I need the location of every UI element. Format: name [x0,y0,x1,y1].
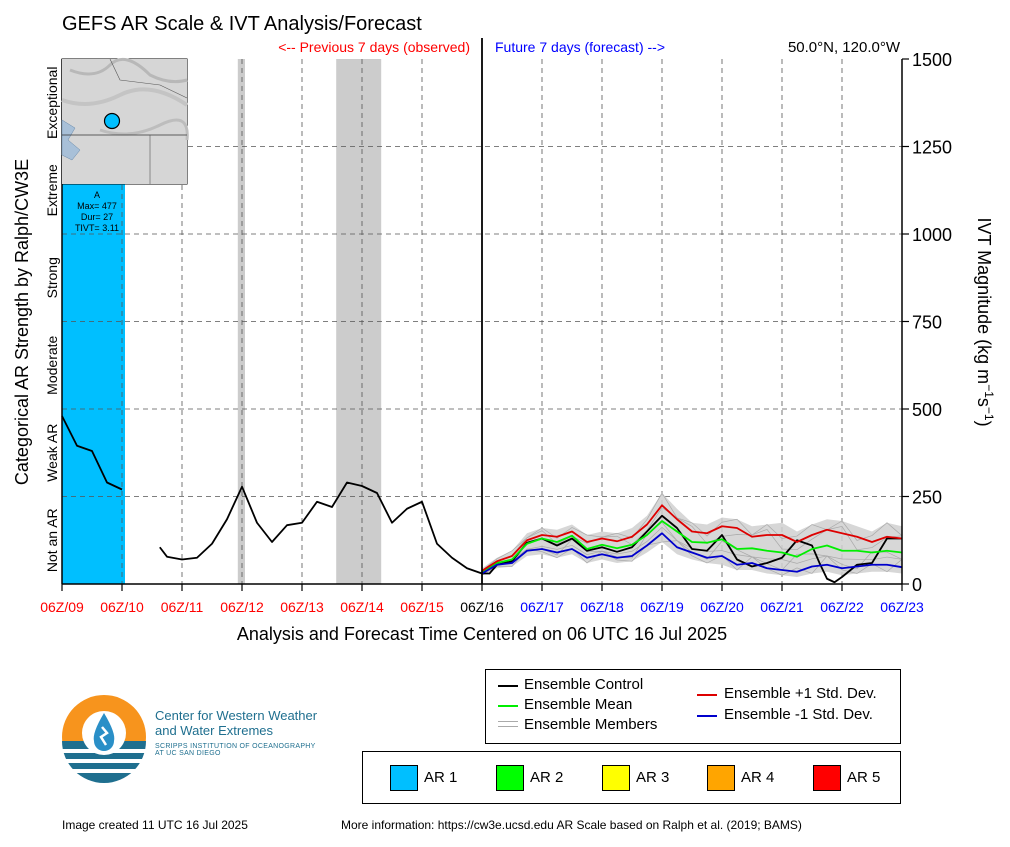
ar1-label: AR 1 [424,769,458,786]
x-tick-label-3: 06Z/12 [220,599,264,615]
cw3e-logo [62,695,146,783]
category-label-3: Strong [44,257,60,298]
x-tick-label-14: 06Z/23 [880,599,924,615]
legend-minus-sd-line [697,715,717,717]
logo-line-3: SCRIPPS INSTITUTION OF OCEANOGRAPHY [155,743,316,750]
x-tick-label-5: 06Z/14 [340,599,384,615]
category-label-4: Extreme [44,164,60,216]
series-layer [61,415,903,584]
x-tick-label-8: 06Z/17 [520,599,564,615]
logo-line-4: AT UC SAN DIEGO [155,750,221,757]
x-tick-label-10: 06Z/19 [640,599,684,615]
ar3-swatch [602,765,630,791]
x-axis-label: Analysis and Forecast Time Centered on 0… [237,624,727,644]
ivt-chart: GEFS AR Scale & IVT Analysis/Forecast <-… [12,13,996,644]
x-tick-label-13: 06Z/22 [820,599,864,615]
shaded-period-0 [237,59,245,584]
category-label-5: Exceptional [44,67,60,139]
x-tick-label-12: 06Z/21 [760,599,804,615]
y-tick-label-1500: 1500 [912,50,952,70]
ar1-swatch [390,765,418,791]
water-drop-icon [93,713,115,751]
left-axis-label: Categorical AR Strength by Ralph/CW3E [12,159,32,485]
x-tick-label-1: 06Z/10 [100,599,144,615]
ar4-label: AR 4 [741,769,775,786]
ensemble-member-line-3 [481,507,903,573]
ar-scale-legend: AR 1 AR 2 AR 3 AR 4 AR 5 [362,751,901,804]
axes-layer: 0 250 500 750 1000 1250 1500 06Z/09 06Z/10 06Z/11… [40,38,952,615]
legend-minus-sd-label: Ensemble -1 Std. Dev. [724,706,873,723]
chart-title: GEFS AR Scale & IVT Analysis/Forecast [62,13,422,35]
category-label-2: Moderate [44,335,60,394]
ar4-swatch [707,765,735,791]
ar5-swatch [813,765,841,791]
y-tick-label-250: 250 [912,488,942,508]
ensemble-member-line-0 [481,540,903,576]
ensemble-member-line-4 [481,492,903,571]
location-label: 50.0°N, 120.0°W [788,39,901,56]
y-tick-label-1250: 1250 [912,138,952,158]
category-label-0: Not an AR [44,508,60,572]
ar-event-max: Max= 477 [77,201,117,211]
legend-mean-line [498,705,518,707]
series-line-ensemble-1-std-dev--0 [481,532,903,575]
category-label-1: Weak AR [44,424,60,482]
ar-event-letter: A [94,190,100,200]
x-tick-label-4: 06Z/13 [280,599,324,615]
y-tick-label-0: 0 [912,575,922,595]
y-tick-label-750: 750 [912,313,942,333]
ar5-label: AR 5 [847,769,881,786]
location-marker [103,112,121,130]
ar-event-duration: Dur= 27 [81,212,113,222]
logo-line-2: and Water Extremes [155,723,274,738]
x-tick-label-6: 06Z/15 [400,599,444,615]
x-tick-label-7: 06Z/16 [460,599,504,615]
future-days-label: Future 7 days (forecast) --> [495,39,665,55]
logo-text: Center for Western Weather and Water Ext… [155,708,317,757]
y-tick-label-500: 500 [912,400,942,420]
ar2-swatch [496,765,524,791]
series-line-ensemble-control-0 [61,415,123,491]
ar-event-tivt: TIVT= 3.11 [75,223,119,233]
previous-days-label: <-- Previous 7 days (observed) [278,39,470,55]
legend-control-line [498,685,518,687]
series-line-ensemble-1-std-dev--0 [481,504,903,572]
y-tick-label-1000: 1000 [912,225,952,245]
legend-members-line-2 [498,726,518,727]
ar2-label: AR 2 [530,769,564,786]
ar-event-annotation: A Max= 477 Dur= 27 TIVT= 3.11 [75,190,119,233]
ar3-label: AR 3 [636,769,670,786]
x-tick-label-9: 06Z/18 [580,599,624,615]
legend-members-label: Ensemble Members [524,716,658,733]
series-line-ensemble-control-1 [159,481,483,575]
grid-layer [62,59,902,584]
logo-line-1: Center for Western Weather [155,708,318,723]
x-tick-label-11: 06Z/20 [700,599,744,615]
series-line-ensemble-mean-0 [481,520,903,573]
legend-plus-sd-line [697,694,717,696]
inset-map [61,57,189,185]
series-legend: Ensemble Control Ensemble Mean Ensemble … [485,669,901,744]
legend-members-line [498,721,518,722]
legend-plus-sd-label: Ensemble +1 Std. Dev. [724,685,877,702]
image-created-text: Image created 11 UTC 16 Jul 2025 [62,818,248,832]
legend-control-label: Ensemble Control [524,676,644,693]
legend-mean-label: Ensemble Mean [524,696,633,713]
right-axis-label: IVT Magnitude (kg m−1s−1) [974,217,996,426]
more-info-text: More information: https://cw3e.ucsd.edu … [341,818,802,832]
x-tick-label-0: 06Z/09 [40,599,84,615]
x-tick-label-2: 06Z/11 [161,599,204,615]
